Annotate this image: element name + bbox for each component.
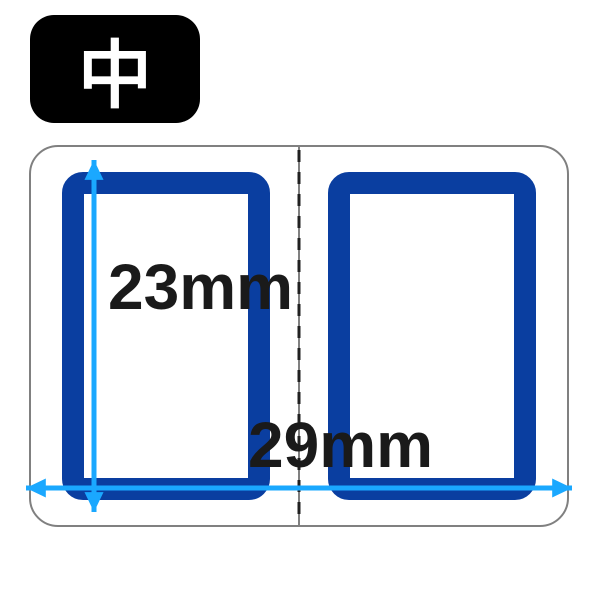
diagram-svg (0, 0, 600, 600)
label-size-diagram: 中 23mm 29mm (0, 0, 600, 600)
width-dimension-label: 29mm (248, 408, 433, 482)
height-dimension-label: 23mm (108, 250, 293, 324)
